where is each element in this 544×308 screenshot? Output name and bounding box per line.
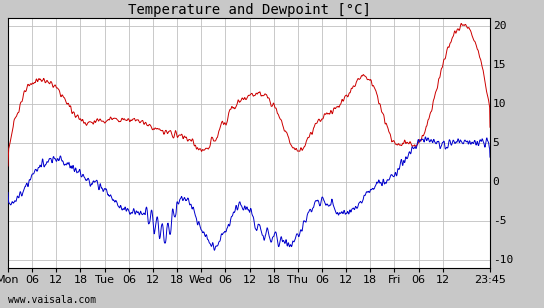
Text: www.vaisala.com: www.vaisala.com bbox=[8, 295, 96, 305]
Text: 10: 10 bbox=[493, 99, 506, 109]
Text: -5: -5 bbox=[493, 216, 506, 226]
Text: 5: 5 bbox=[493, 138, 499, 148]
Text: 15: 15 bbox=[493, 60, 506, 70]
Text: -10: -10 bbox=[493, 255, 513, 265]
Title: Temperature and Dewpoint [°C]: Temperature and Dewpoint [°C] bbox=[127, 3, 370, 17]
Text: 20: 20 bbox=[493, 21, 506, 31]
Text: 0: 0 bbox=[493, 177, 499, 187]
